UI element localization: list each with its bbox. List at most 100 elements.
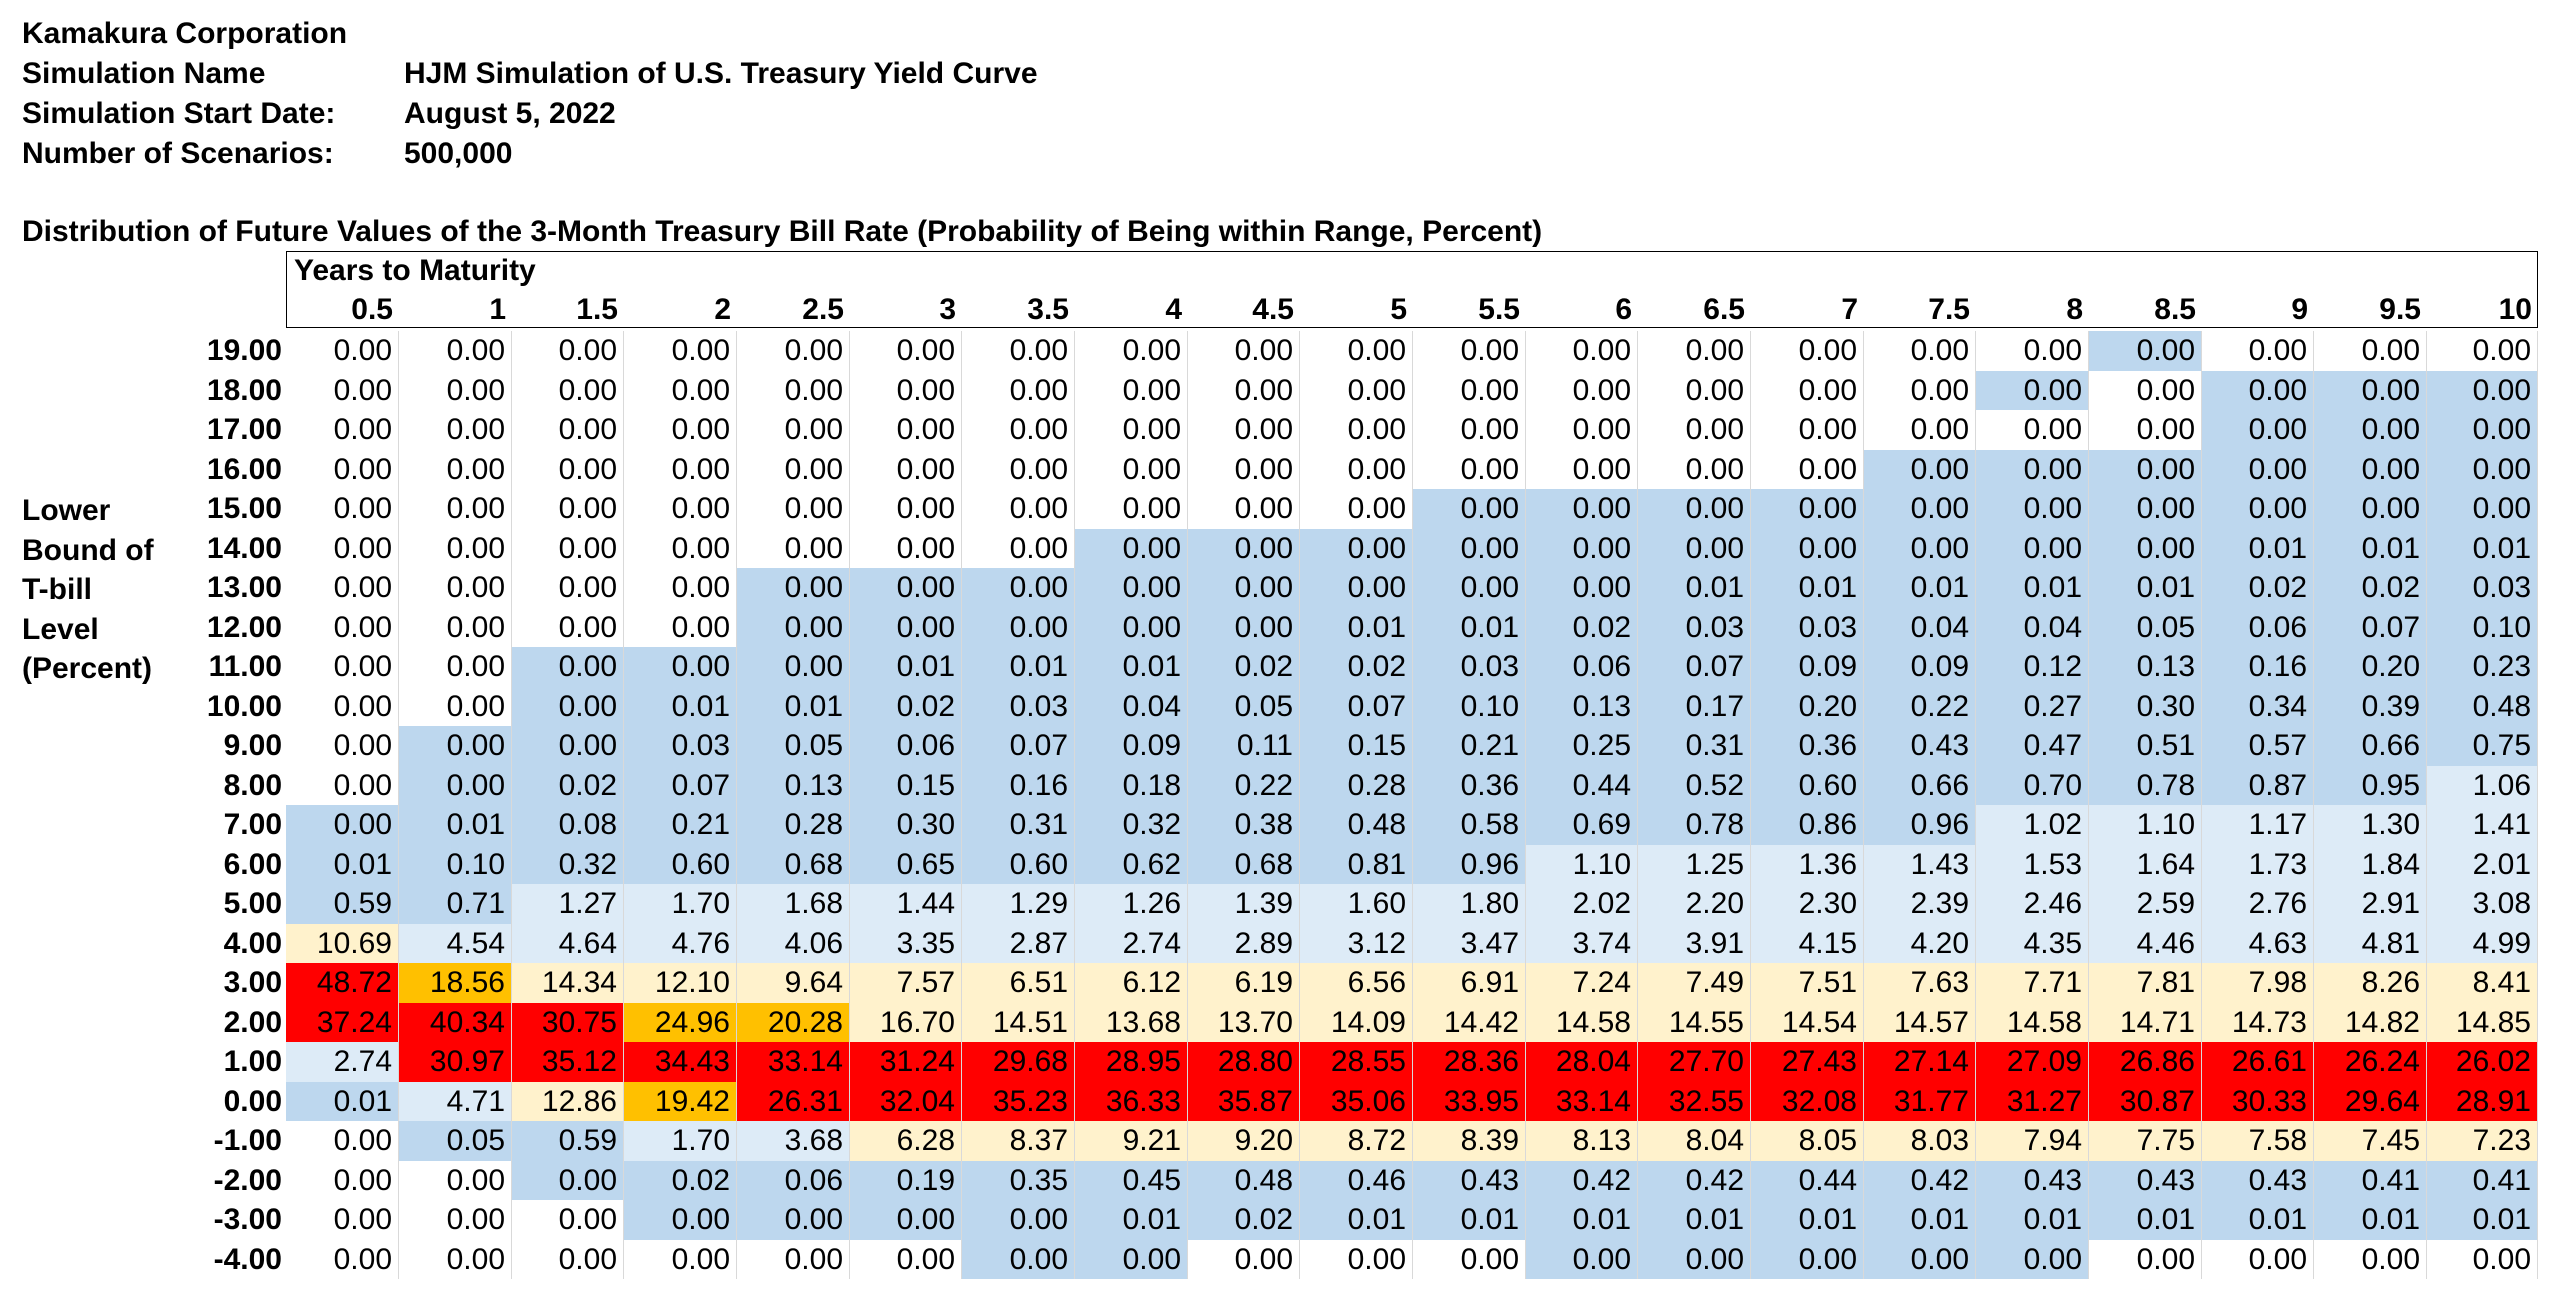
table-cell: 0.00 xyxy=(399,528,512,568)
table-cell: 0.00 xyxy=(737,1239,850,1279)
table-cell: 7.57 xyxy=(850,963,962,1003)
table-cell: 0.06 xyxy=(737,1160,850,1200)
table-cell: 0.00 xyxy=(2202,1239,2314,1279)
table-cell: 0.09 xyxy=(1864,647,1976,687)
table-cell: 14.54 xyxy=(1751,1002,1864,1042)
table-cell: 0.00 xyxy=(1864,370,1976,410)
table-cell: 0.00 xyxy=(624,528,737,568)
table-cell: 0.52 xyxy=(1638,765,1751,805)
table-cell: 1.29 xyxy=(962,884,1075,924)
table-cell: 6.91 xyxy=(1413,963,1526,1003)
table-cell: 26.02 xyxy=(2427,1042,2538,1082)
table-cell: 0.17 xyxy=(1638,686,1751,726)
table-cell: 0.00 xyxy=(286,726,399,766)
table-cell: 0.00 xyxy=(1075,370,1188,410)
table-cell: 29.68 xyxy=(962,1042,1075,1082)
table-cell: 0.00 xyxy=(2089,449,2202,489)
table-cell: 0.31 xyxy=(962,805,1075,845)
table-cell: 0.00 xyxy=(2427,331,2538,371)
column-header: 6.5 xyxy=(1703,293,1745,326)
table-cell: 0.00 xyxy=(1751,410,1864,450)
table-cell: 0.00 xyxy=(1638,449,1751,489)
table-cell: 0.00 xyxy=(1075,607,1188,647)
table-cell: 0.00 xyxy=(399,331,512,371)
table-cell: 7.51 xyxy=(1751,963,1864,1003)
table-cell: 0.16 xyxy=(2202,647,2314,687)
table-cell: 0.00 xyxy=(286,568,399,608)
table-cell: 0.00 xyxy=(624,331,737,371)
table-cell: 0.12 xyxy=(1976,647,2089,687)
table-cell: 4.46 xyxy=(2089,923,2202,963)
table-cell: 28.91 xyxy=(2427,1081,2538,1121)
table-cell: 9.21 xyxy=(1075,1121,1188,1161)
table-cell: 0.07 xyxy=(2314,607,2427,647)
table-cell: 0.07 xyxy=(1638,647,1751,687)
table-cell: 0.00 xyxy=(737,449,850,489)
table-cell: 0.01 xyxy=(1300,607,1413,647)
table-cell: 7.75 xyxy=(2089,1121,2202,1161)
table-cell: 0.00 xyxy=(1976,528,2089,568)
table-cell: 0.00 xyxy=(624,410,737,450)
table-cell: 0.00 xyxy=(2202,489,2314,529)
table-cell: 0.00 xyxy=(1188,489,1300,529)
table-cell: 0.57 xyxy=(2202,726,2314,766)
table-cell: 0.01 xyxy=(1413,607,1526,647)
table-cell: 16.70 xyxy=(850,1002,962,1042)
table-cell: 0.65 xyxy=(850,844,962,884)
table-cell: 0.00 xyxy=(1188,1239,1300,1279)
table-cell: 0.78 xyxy=(1638,805,1751,845)
table-cell: 0.00 xyxy=(850,607,962,647)
table-cell: 26.61 xyxy=(2202,1042,2314,1082)
table-cell: 0.46 xyxy=(1300,1160,1413,1200)
row-header: -3.00 xyxy=(213,1203,282,1236)
table-cell: 0.00 xyxy=(512,410,624,450)
table-cell: 0.43 xyxy=(1976,1160,2089,1200)
column-header: 3.5 xyxy=(1027,293,1069,326)
table-cell: 1.26 xyxy=(1075,884,1188,924)
table-cell: 1.70 xyxy=(624,1121,737,1161)
table-cell: 0.35 xyxy=(962,1160,1075,1200)
table-cell: 0.00 xyxy=(512,686,624,726)
table-cell: 0.01 xyxy=(2202,1200,2314,1240)
table-cell: 0.41 xyxy=(2314,1160,2427,1200)
table-cell: 0.00 xyxy=(1526,370,1638,410)
table-cell: 0.08 xyxy=(512,805,624,845)
table-cell: 0.02 xyxy=(1300,647,1413,687)
table-cell: 0.00 xyxy=(399,370,512,410)
row-header: 5.00 xyxy=(223,887,282,920)
table-cell: 0.00 xyxy=(2427,489,2538,529)
row-header: 17.00 xyxy=(206,413,282,446)
table-cell: 0.41 xyxy=(2427,1160,2538,1200)
table-cell: 0.13 xyxy=(737,765,850,805)
table-cell: 0.00 xyxy=(2202,370,2314,410)
table-cell: 2.91 xyxy=(2314,884,2427,924)
table-cell: 28.95 xyxy=(1075,1042,1188,1082)
table-cell: 0.00 xyxy=(1526,489,1638,529)
table-cell: 30.33 xyxy=(2202,1081,2314,1121)
table-cell: 0.00 xyxy=(286,1200,399,1240)
table-cell: 12.10 xyxy=(624,963,737,1003)
table-cell: 0.00 xyxy=(624,1239,737,1279)
table-cell: 1.27 xyxy=(512,884,624,924)
table-cell: 30.75 xyxy=(512,1002,624,1042)
table-cell: 6.56 xyxy=(1300,963,1413,1003)
table-cell: 30.97 xyxy=(399,1042,512,1082)
table-cell: 0.22 xyxy=(1864,686,1976,726)
table-cell: 0.00 xyxy=(2089,410,2202,450)
table-cell: 0.01 xyxy=(1751,568,1864,608)
table-cell: 0.00 xyxy=(624,607,737,647)
table-cell: 0.00 xyxy=(1864,410,1976,450)
table-cell: 6.19 xyxy=(1188,963,1300,1003)
table-cell: 0.00 xyxy=(962,410,1075,450)
table-cell: 0.60 xyxy=(624,844,737,884)
table-cell: 9.64 xyxy=(737,963,850,1003)
table-cell: 6.51 xyxy=(962,963,1075,1003)
table-cell: 0.00 xyxy=(399,489,512,529)
table-cell: 0.44 xyxy=(1751,1160,1864,1200)
column-header: 7 xyxy=(1841,293,1858,326)
table-cell: 0.75 xyxy=(2427,726,2538,766)
table-cell: 0.00 xyxy=(1413,1239,1526,1279)
table-cell: 4.20 xyxy=(1864,923,1976,963)
table-cell: 0.71 xyxy=(399,884,512,924)
table-cell: 0.69 xyxy=(1526,805,1638,845)
